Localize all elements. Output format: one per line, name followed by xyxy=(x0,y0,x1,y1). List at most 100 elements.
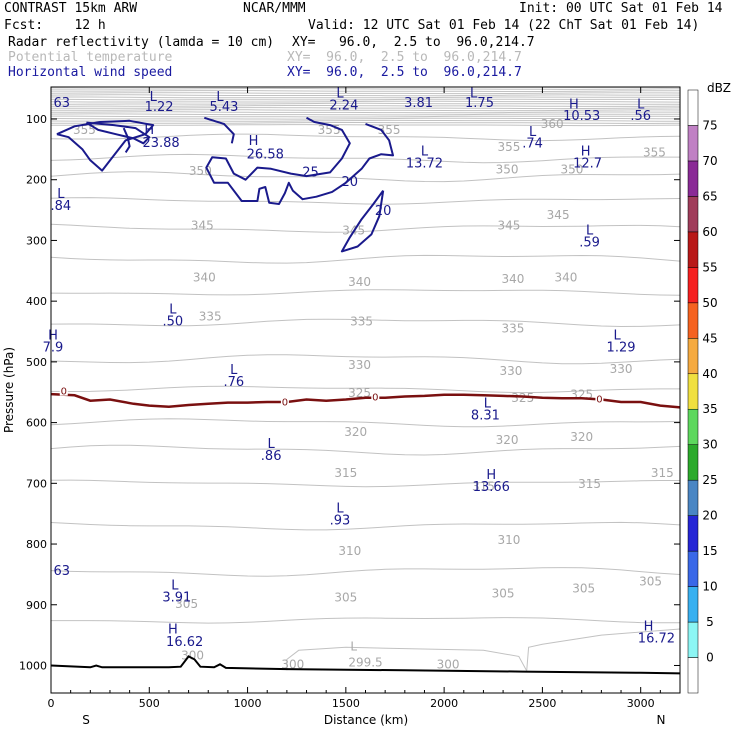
theta-label: 340 xyxy=(348,275,371,289)
zero-label-bg xyxy=(595,393,604,404)
x-endpoint-right: N xyxy=(657,713,666,727)
wind-speed-label: L xyxy=(57,187,65,202)
wind-speed-label: H xyxy=(569,98,579,113)
theta-contour-line xyxy=(51,617,680,624)
theta-label: 335 xyxy=(350,314,373,328)
y-tick-label: 1000 xyxy=(19,659,47,672)
wind-speed-label: 5.43 xyxy=(209,100,238,115)
theta-label: 315 xyxy=(334,466,357,480)
theta-contour-line xyxy=(51,254,680,264)
theta-label: L xyxy=(350,639,357,653)
wind-speed-label: .93 xyxy=(330,514,351,529)
theta-label: 305 xyxy=(175,597,198,611)
wind-speed-label: L xyxy=(230,363,238,378)
theta-contour-line xyxy=(51,521,680,531)
colorbar-level-label: 25 xyxy=(702,473,717,487)
theta-contour-line xyxy=(51,92,680,95)
wind-contour xyxy=(85,121,151,145)
zero-dbz-label: 0 xyxy=(61,387,67,398)
theta-label: 310 xyxy=(338,544,361,558)
zero-dbz-label: 0 xyxy=(596,395,602,406)
colorbar-swatch xyxy=(687,586,699,623)
colorbar-swatch xyxy=(687,479,699,516)
colorbar-swatch xyxy=(687,302,699,339)
theta-label: 305 xyxy=(572,582,595,596)
wind-speed-label: L xyxy=(484,396,492,411)
colorbar-level-label: 20 xyxy=(702,509,717,523)
wind-speed-label: H xyxy=(249,134,259,149)
colorbar-level-label: 30 xyxy=(702,438,717,452)
theta-contour-line xyxy=(51,479,680,488)
theta-contour-line xyxy=(51,444,680,456)
theta-label: 355 xyxy=(73,123,96,137)
theta-contour-line xyxy=(51,197,680,205)
theta-label: 330 xyxy=(610,362,633,376)
colorbar-swatch xyxy=(687,338,699,375)
wind-speed-label: L xyxy=(336,87,344,102)
wind-speed-label: 3.81 xyxy=(404,96,433,111)
theta-contour-line xyxy=(51,98,680,101)
y-tick-label: 700 xyxy=(26,477,47,490)
theta-label: 355 xyxy=(643,146,666,160)
theta-label: 305 xyxy=(492,586,515,600)
wind-speed-label: .76 xyxy=(223,375,244,390)
theta-label: 330 xyxy=(348,358,371,372)
x-tick-label: 0 xyxy=(48,697,55,710)
wind-speed-label: 1.75 xyxy=(465,96,494,111)
colorbar-level-label: 5 xyxy=(706,615,714,629)
wind-speed-label: H xyxy=(581,144,591,159)
theta-label: 350 xyxy=(560,163,583,177)
wind-speed-label: H xyxy=(486,468,496,483)
wind-speed-label: L xyxy=(268,437,276,452)
theta-contour-line xyxy=(51,133,680,142)
y-tick-label: 100 xyxy=(26,113,47,126)
wind-speed-label: 12.7 xyxy=(573,157,602,172)
theta-contour-lines xyxy=(51,82,680,672)
wind-speed-label: L xyxy=(171,579,179,594)
theta-contour-line xyxy=(51,84,680,85)
wind-speed-label: 10.53 xyxy=(563,109,600,124)
zero-dbz-line xyxy=(50,392,681,409)
wind-speed-label: 1.29 xyxy=(607,341,636,356)
wind-speed-label: 3.91 xyxy=(162,591,191,606)
x-tick-label: 3000 xyxy=(627,697,655,710)
zero-dbz-label: 0 xyxy=(282,398,288,409)
theta-contour-line xyxy=(51,102,680,105)
theta-contour-line xyxy=(51,87,680,90)
colorbar-swatch xyxy=(687,231,699,268)
theta-label: 345 xyxy=(547,208,570,222)
colorbar-swatch xyxy=(687,657,699,694)
y-tick-label: 800 xyxy=(26,538,47,551)
wind-speed-label: 20 xyxy=(375,204,392,219)
colorbar-level-label: 40 xyxy=(702,367,717,381)
wind-speed-label: L xyxy=(150,90,158,105)
wind-speed-label: H xyxy=(168,622,178,637)
terrain-group xyxy=(50,655,681,675)
colorbar-level-label: 35 xyxy=(702,402,717,416)
colorbar-swatch xyxy=(687,89,699,126)
colorbar-level-label: 0 xyxy=(706,651,714,665)
theta-label: 320 xyxy=(570,430,593,444)
colorbar-swatch xyxy=(687,125,699,162)
theta-contour-line xyxy=(51,82,680,83)
wind-speed-label: L xyxy=(586,223,594,238)
y-tick-label: 600 xyxy=(26,417,47,430)
theta-label: 345 xyxy=(498,219,521,233)
wind-contour xyxy=(340,190,385,253)
theta-label: 330 xyxy=(500,364,523,378)
wind-contour xyxy=(56,119,155,172)
y-tick-label: 500 xyxy=(26,356,47,369)
colorbar-level-label: 10 xyxy=(702,580,717,594)
wind-speed-label: .59 xyxy=(579,236,600,251)
y-tick-label: 300 xyxy=(26,234,47,247)
theta-contour-line xyxy=(51,94,680,97)
theta-contour-line xyxy=(51,96,680,99)
theta-contour-line xyxy=(51,418,680,428)
wind-speed-label: L xyxy=(421,144,429,159)
zero-dbz-line-group: 0 0 0 0 xyxy=(50,385,681,409)
x-tick-label: 1000 xyxy=(234,697,262,710)
y-axis-title: Pressure (hPa) xyxy=(2,347,16,433)
theta-contour-line xyxy=(51,171,680,183)
